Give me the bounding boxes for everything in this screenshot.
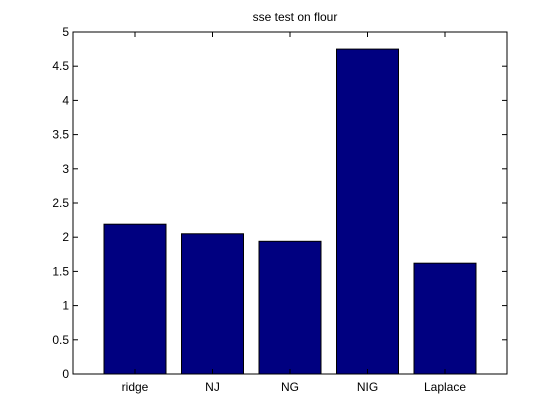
bar-ridge bbox=[103, 223, 167, 375]
x-tick-label: NJ bbox=[205, 380, 220, 394]
bars-layer bbox=[103, 48, 477, 375]
y-tick-label: 2.5 bbox=[52, 196, 69, 210]
y-tick-label: 3.5 bbox=[52, 128, 69, 142]
ticks-layer bbox=[73, 31, 507, 375]
y-tick-label: 2 bbox=[62, 230, 69, 244]
x-tick-label: NG bbox=[281, 380, 299, 394]
chart-title: sse test on flour bbox=[253, 10, 338, 24]
y-tick-label: 0 bbox=[62, 367, 69, 381]
y-tick-label: 1.5 bbox=[52, 264, 69, 278]
y-tick-label: 0.5 bbox=[52, 333, 69, 347]
y-tick-labels: 0 0.5 1 1.5 2 2.5 3 3.5 4 4.5 5 bbox=[52, 25, 69, 381]
y-tick-label: 1 bbox=[62, 299, 69, 313]
bar-nig bbox=[336, 48, 399, 375]
bar-laplace bbox=[413, 262, 477, 375]
bar-nj bbox=[181, 233, 244, 375]
y-tick-label: 3 bbox=[62, 162, 69, 176]
x-tick-label: ridge bbox=[122, 380, 149, 394]
x-tick-label: Laplace bbox=[424, 380, 466, 394]
y-tick-label: 5 bbox=[62, 25, 69, 39]
bar-ng bbox=[258, 240, 322, 375]
y-tick-label: 4.5 bbox=[52, 59, 69, 73]
y-tick-label: 4 bbox=[62, 93, 69, 107]
x-tick-label: NIG bbox=[357, 380, 378, 394]
x-tick-labels: ridge NJ NG NIG Laplace bbox=[122, 380, 467, 394]
